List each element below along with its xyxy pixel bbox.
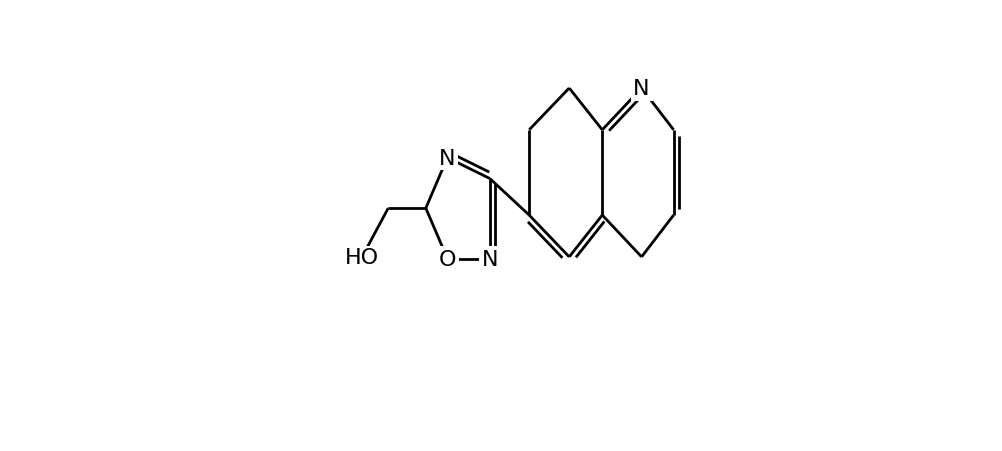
Text: HO: HO [345,247,379,267]
Text: N: N [439,148,456,168]
Text: N: N [482,249,498,269]
Text: O: O [439,249,456,269]
Text: N: N [633,79,650,99]
